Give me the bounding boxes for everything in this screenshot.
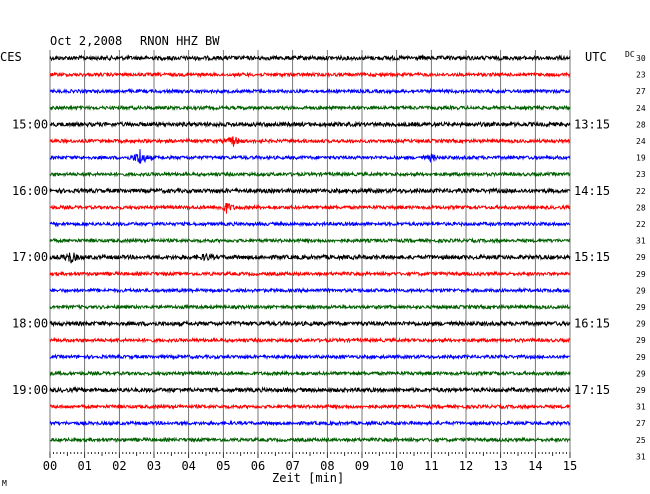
dc-value-label: 24	[636, 104, 646, 113]
seismic-trace	[49, 202, 571, 214]
grid-lines	[49, 50, 571, 452]
right-hour-label: 14:15	[574, 184, 610, 198]
x-axis-label: Zeit [min]	[272, 471, 344, 485]
dc-value-label: 31	[636, 403, 646, 412]
seismic-trace	[49, 71, 571, 79]
dc-value-label: 29	[636, 369, 646, 378]
x-tick-label: 01	[77, 459, 91, 473]
x-tick-label: 06	[251, 459, 265, 473]
seismic-trace	[49, 319, 571, 328]
dc-value-label: 22	[636, 220, 646, 229]
dc-value-label: 31	[636, 237, 646, 246]
seismic-trace	[49, 186, 571, 195]
x-tick-label: 00	[43, 459, 57, 473]
seismic-trace	[49, 136, 571, 147]
dc-value-label: 19	[636, 154, 646, 163]
x-tick-label: 02	[112, 459, 126, 473]
seismic-trace	[49, 170, 571, 178]
dc-value-label: 29	[636, 303, 646, 312]
dc-value-label: 29	[636, 286, 646, 295]
seismic-trace	[49, 237, 571, 245]
x-tick-group: 00 01 02 03 04 05 06 07 08 09 10 11 12 13 14 15	[43, 452, 577, 473]
dc-value-label: 29	[636, 270, 646, 279]
right-hour-label: 16:15	[574, 317, 610, 331]
seismic-trace	[49, 149, 571, 164]
trace-group	[49, 54, 571, 444]
dc-header-label: DC	[625, 50, 635, 59]
seismic-trace	[49, 369, 571, 377]
hour-label-group: 15:00 13:15 16:00 14:15 17:00 15:15 18:00 16:15…	[12, 117, 610, 397]
seismic-trace	[49, 120, 571, 129]
left-timezone-label: CES	[0, 50, 22, 64]
dc-value-group: 23 27 24 28 24 19 23 22 28 22 31 29 29 29 29 29 29 29 29 29…	[636, 71, 646, 462]
dc-value-label: 24	[636, 137, 646, 146]
right-hour-label: 17:15	[574, 383, 610, 397]
seismic-trace	[49, 336, 571, 344]
x-tick-label: 03	[147, 459, 161, 473]
x-tick-label: 14	[528, 459, 542, 473]
dc-value-label: 29	[636, 253, 646, 262]
dc-value-label: 31	[636, 452, 646, 461]
x-tick-label: 11	[424, 459, 438, 473]
right-hour-label: 13:15	[574, 117, 610, 131]
seismic-trace	[49, 270, 571, 278]
x-tick-label: 04	[181, 459, 195, 473]
x-tick-label: 07	[285, 459, 299, 473]
dc-value-label: 28	[636, 203, 646, 212]
dc-value-label: 29	[636, 336, 646, 345]
seismic-trace	[49, 303, 571, 311]
x-tick-label: 08	[320, 459, 334, 473]
x-tick-label: 09	[355, 459, 369, 473]
left-hour-label: 15:00	[12, 117, 48, 131]
dc-header-value: 30	[636, 54, 646, 63]
seismic-trace	[49, 252, 571, 264]
left-hour-label: 17:00	[12, 250, 48, 264]
chart-date: Oct 2,2008	[50, 34, 122, 48]
dc-value-label: 29	[636, 386, 646, 395]
dc-value-label: 23	[636, 170, 646, 179]
dc-value-label: 27	[636, 87, 646, 96]
dc-value-label: 25	[636, 436, 646, 445]
x-tick-label: 05	[216, 459, 230, 473]
seismic-trace	[49, 353, 571, 361]
seismic-trace	[49, 403, 571, 411]
seismic-trace	[49, 419, 571, 427]
x-tick-label: 15	[563, 459, 577, 473]
seismic-trace	[49, 104, 571, 112]
dc-value-label: 23	[636, 71, 646, 80]
corner-mark: M	[2, 479, 7, 488]
dc-value-label: 29	[636, 320, 646, 329]
seismic-trace	[49, 54, 571, 62]
seismic-trace	[49, 220, 571, 228]
seismic-trace	[49, 286, 571, 294]
dc-value-label: 28	[636, 120, 646, 129]
seismic-trace	[49, 386, 571, 394]
dc-value-label: 27	[636, 419, 646, 428]
left-hour-label: 16:00	[12, 184, 48, 198]
dc-value-label: 29	[636, 353, 646, 362]
right-timezone-label: UTC	[585, 50, 607, 64]
station-name: RNON HHZ BW	[140, 34, 220, 48]
left-hour-label: 18:00	[12, 317, 48, 331]
x-tick-label: 12	[459, 459, 473, 473]
x-tick-label: 13	[493, 459, 507, 473]
x-tick-label: 10	[389, 459, 403, 473]
left-hour-label: 19:00	[12, 383, 48, 397]
dc-value-label: 22	[636, 187, 646, 196]
right-hour-label: 15:15	[574, 250, 610, 264]
seismic-trace	[49, 87, 570, 95]
seismic-trace	[49, 436, 571, 444]
